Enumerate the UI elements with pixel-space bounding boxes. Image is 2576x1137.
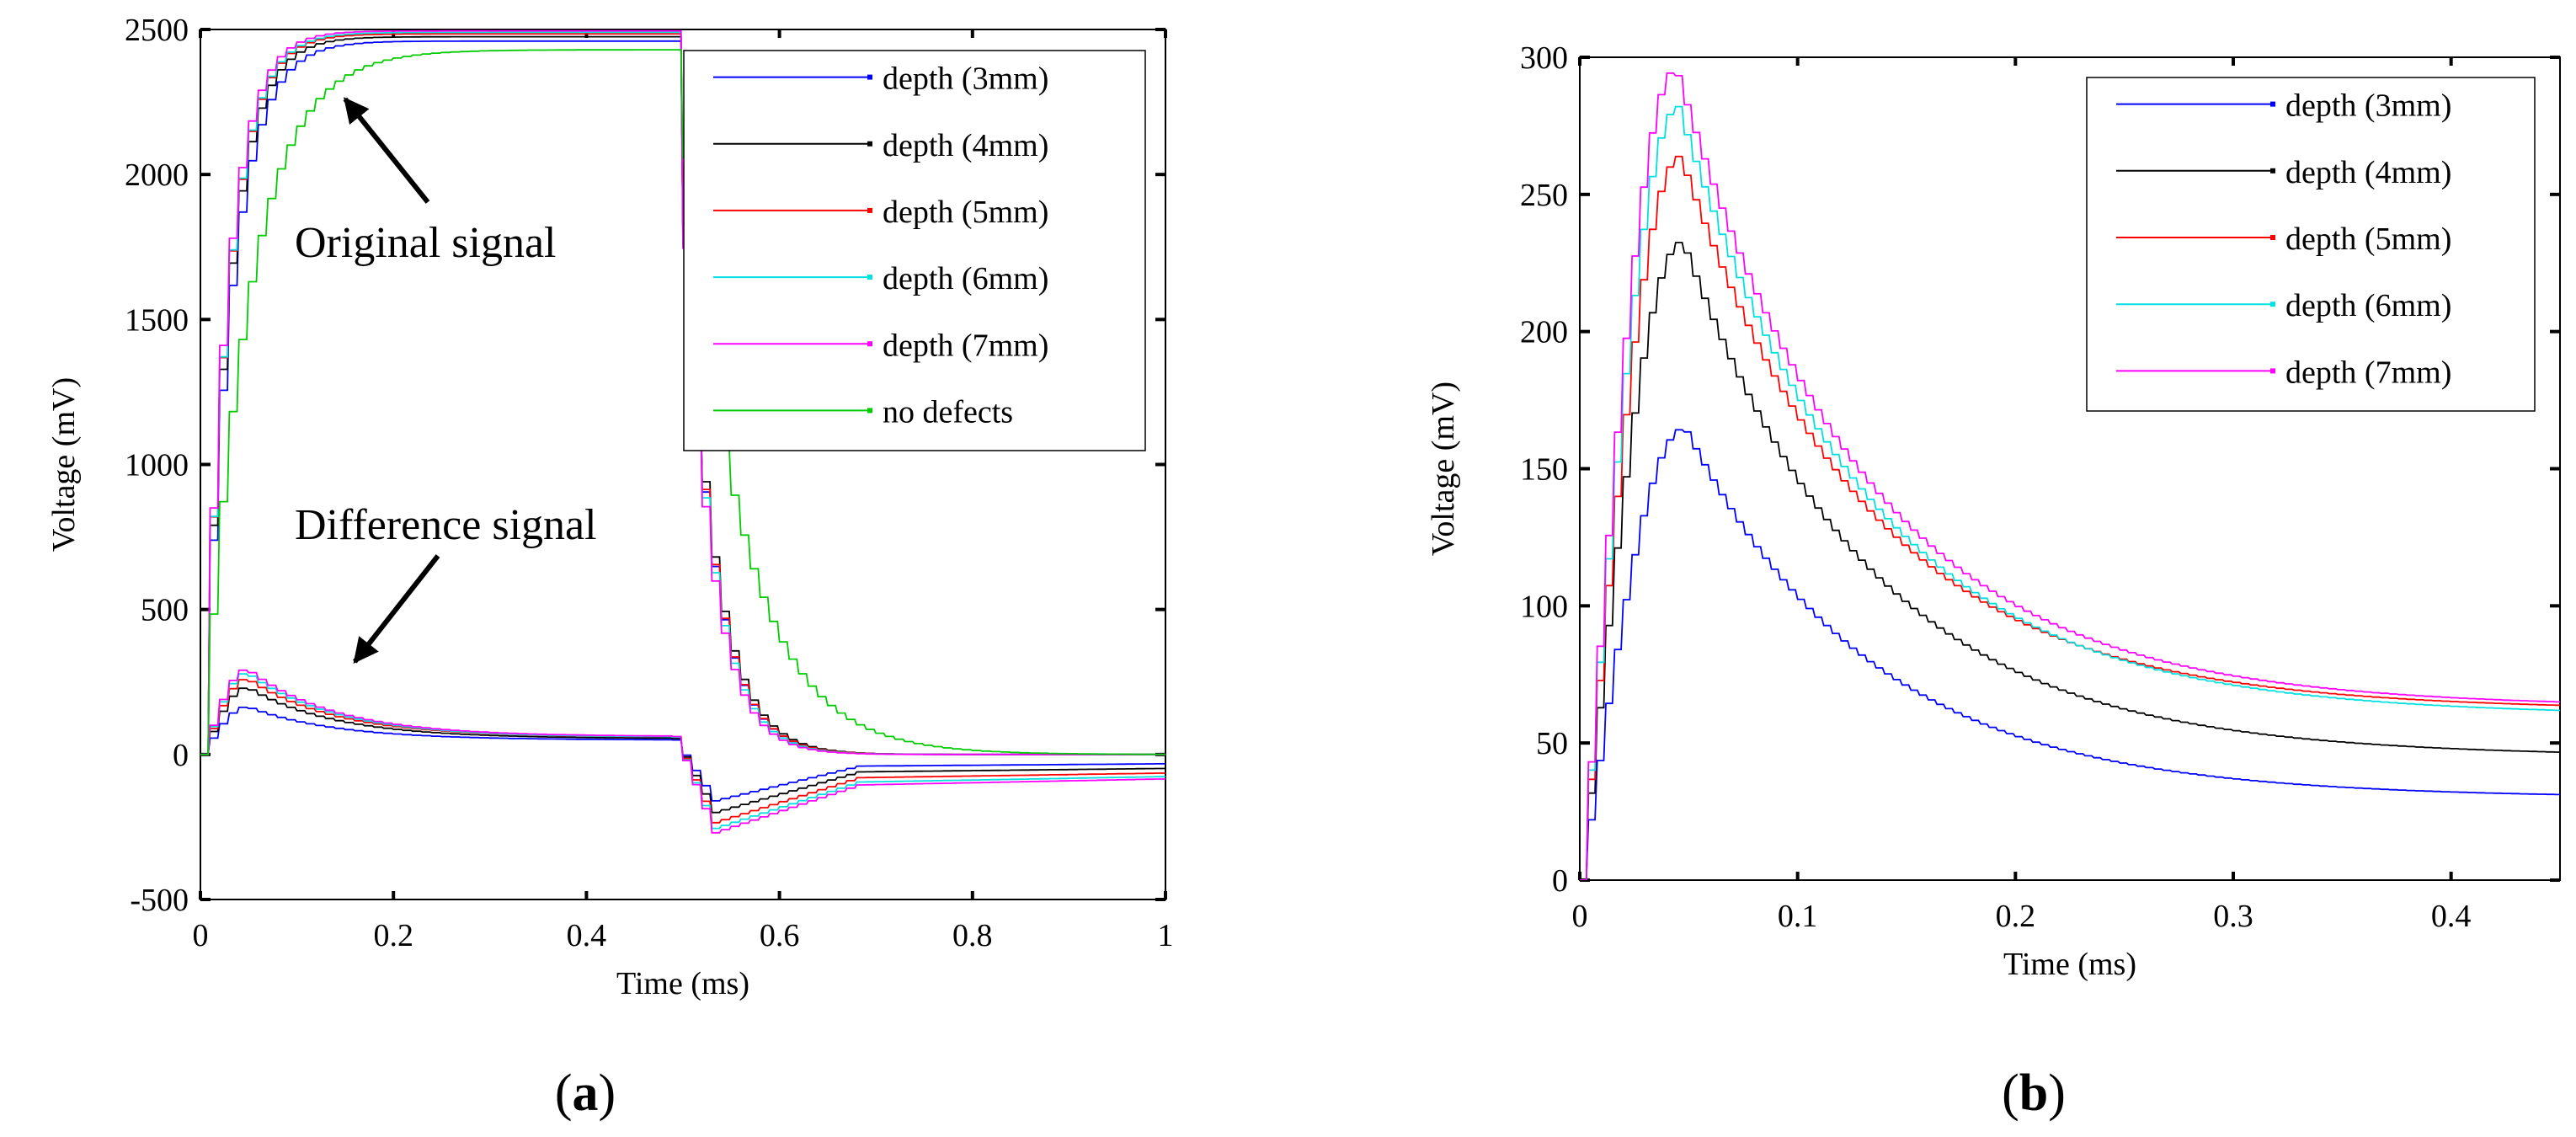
legend-marker: [2270, 235, 2275, 240]
legend-marker: [2270, 168, 2275, 173]
y-tick-label: 1000: [125, 448, 189, 483]
legend-marker: [2270, 302, 2275, 307]
legend-marker: [867, 408, 872, 414]
annotation-label: Difference signal: [295, 501, 597, 549]
y-tick-label: 200: [1520, 315, 1568, 350]
legend-marker: [2270, 368, 2275, 374]
x-tick-label: 0.6: [760, 918, 800, 953]
y-tick-label: 100: [1520, 589, 1568, 624]
series-line-depth-4mm-: [1580, 242, 2560, 880]
x-tick-label: 0.1: [1778, 899, 1818, 934]
series-line-depth-7mm-: [200, 29, 1165, 755]
y-tick-label: -500: [130, 883, 189, 918]
annotation-label: Original signal: [295, 219, 557, 267]
y-tick-label: 500: [141, 593, 189, 628]
legend-marker: [2270, 101, 2275, 107]
y-tick-label: 0: [173, 738, 189, 773]
legend-entry: depth (5mm): [2285, 222, 2451, 257]
x-tick-label: 0.8: [952, 918, 993, 953]
legend-entry: depth (5mm): [883, 195, 1048, 230]
legend: [2086, 77, 2536, 412]
legend: [683, 50, 1146, 451]
x-tick-label: 0: [1572, 899, 1588, 934]
y-tick-label: 300: [1520, 40, 1568, 76]
legend-entry: depth (7mm): [883, 328, 1048, 363]
legend-entry: depth (6mm): [2285, 288, 2451, 323]
series-line-depth-6mm-: [1580, 105, 2560, 880]
legend-marker: [867, 207, 872, 213]
legend-entry: depth (4mm): [2285, 155, 2451, 190]
legend-entry: depth (3mm): [883, 61, 1048, 97]
series-group: [1580, 72, 2560, 880]
x-axis-label: Time (ms): [2003, 947, 2136, 982]
y-axis-label: Voltage (mV): [46, 377, 82, 552]
legend-entry: no defects: [883, 394, 1013, 430]
x-tick-label: 1: [1158, 918, 1174, 953]
legend-entry: depth (6mm): [883, 261, 1048, 296]
legend-marker: [867, 74, 872, 80]
y-axis-label: Voltage (mV): [1426, 382, 1461, 556]
legend-entry: depth (4mm): [883, 128, 1048, 163]
legend-marker: [867, 275, 872, 280]
y-tick-label: 150: [1520, 452, 1568, 488]
y-tick-label: 250: [1520, 178, 1568, 213]
x-tick-label: 0.2: [373, 918, 413, 953]
annotation-arrow: [343, 97, 430, 204]
legend-marker: [867, 141, 872, 147]
legend-entry: depth (3mm): [2285, 88, 2451, 124]
x-tick-label: 0.3: [2213, 899, 2253, 934]
series-line-depth-7mm--diff: [200, 669, 1165, 834]
legend-entry: depth (7mm): [2285, 355, 2451, 390]
y-tick-label: 1500: [125, 302, 189, 338]
legend-marker: [867, 341, 872, 347]
chart-b: 0 0.1 0.2 0.3 0.4 0 50 100 150 200 250 300 Time (ms)…: [1426, 40, 2561, 1122]
panel-label: (b): [2002, 1065, 2066, 1122]
annotation-arrow: [353, 554, 440, 665]
chart-a: 0 0.2 0.4 0.6 0.8 1-50005001000150020002500Ti…: [46, 13, 1174, 1122]
panel-label: (a): [555, 1065, 616, 1122]
x-tick-label: 0: [193, 918, 209, 953]
series-group: [200, 29, 1165, 834]
y-tick-label: 50: [1536, 726, 1568, 761]
y-tick-label: 2000: [125, 157, 189, 193]
series-line-depth-3mm-: [1580, 429, 2560, 880]
y-tick-label: 2500: [125, 13, 189, 48]
y-tick-label: 0: [1552, 863, 1568, 899]
x-tick-label: 0.4: [2431, 899, 2472, 934]
x-axis-label: Time (ms): [616, 966, 749, 1001]
series-line-depth-7mm-: [1580, 72, 2560, 880]
x-tick-label: 0.4: [567, 918, 607, 953]
x-tick-label: 0.2: [1996, 899, 2036, 934]
series-line-no-defects: [200, 49, 1165, 755]
